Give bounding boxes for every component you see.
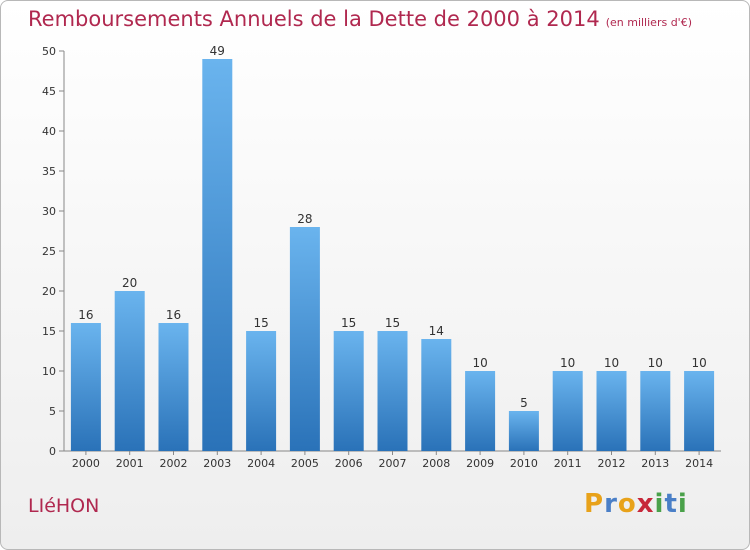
y-tick-label: 15 xyxy=(42,325,56,338)
x-tick-label: 2011 xyxy=(554,457,582,470)
y-tick-label: 35 xyxy=(42,165,56,178)
y-tick-label: 40 xyxy=(42,125,56,138)
bar-2005 xyxy=(289,227,320,451)
bar-2014 xyxy=(684,371,715,451)
data-label-2010: 5 xyxy=(520,396,528,410)
y-tick-label: 50 xyxy=(42,45,56,58)
data-label-2014: 10 xyxy=(691,356,706,370)
y-tick-label: 0 xyxy=(49,445,56,458)
x-tick-label: 2003 xyxy=(203,457,231,470)
bar-2006 xyxy=(333,331,364,451)
bar-2011 xyxy=(552,371,583,451)
x-tick-label: 2002 xyxy=(160,457,188,470)
bar-2003 xyxy=(202,59,233,451)
logo-letter: i xyxy=(677,489,688,519)
bar-2002 xyxy=(158,323,189,451)
logo-letter: P xyxy=(584,489,605,519)
bar-2007 xyxy=(377,331,408,451)
y-tick-label: 30 xyxy=(42,205,56,218)
chart-axes: 0 5 10 15 20 25 30 35 40 45 50 2000 2001 2002 2003 2004… xyxy=(42,45,721,470)
data-label-2009: 10 xyxy=(472,356,487,370)
x-tick-label: 2004 xyxy=(247,457,275,470)
y-tick-label: 20 xyxy=(42,285,56,298)
bar-2009 xyxy=(465,371,496,451)
data-label-2007: 15 xyxy=(385,316,400,330)
chart-data-labels: 16 20 16 49 15 28 15 15 14 10 5 10 10 10 10 xyxy=(78,44,706,410)
y-tick-label: 45 xyxy=(42,85,56,98)
x-tick-label: 2000 xyxy=(72,457,100,470)
x-tick-label: 2014 xyxy=(685,457,713,470)
x-tick-label: 2013 xyxy=(641,457,669,470)
x-tick-label: 2012 xyxy=(598,457,626,470)
data-label-2008: 14 xyxy=(429,324,444,338)
logo-letter: t xyxy=(664,489,678,519)
x-tick-label: 2006 xyxy=(335,457,363,470)
x-tick-label: 2010 xyxy=(510,457,538,470)
data-label-2012: 10 xyxy=(604,356,619,370)
data-label-2000: 16 xyxy=(78,308,93,322)
y-tick-label: 25 xyxy=(42,245,56,258)
x-tick-label: 2001 xyxy=(116,457,144,470)
bar-2001 xyxy=(114,291,145,451)
logo-letter: i xyxy=(654,489,665,519)
chart-title-text: Remboursements Annuels de la Dette de 20… xyxy=(28,7,600,31)
chart-subtitle: (en milliers d'€) xyxy=(605,16,692,29)
x-tick-label: 2007 xyxy=(379,457,407,470)
data-label-2011: 10 xyxy=(560,356,575,370)
x-tick-label: 2008 xyxy=(422,457,450,470)
data-label-2005: 28 xyxy=(297,212,312,226)
y-tick-label: 5 xyxy=(49,405,56,418)
bar-2004 xyxy=(246,331,277,451)
data-label-2004: 15 xyxy=(253,316,268,330)
commune-name: LIéHON xyxy=(28,495,100,517)
logo-letter: o xyxy=(617,489,637,519)
logo-letter: r xyxy=(604,489,618,519)
data-label-2001: 20 xyxy=(122,276,137,290)
chart-title: Remboursements Annuels de la Dette de 20… xyxy=(28,7,692,31)
x-tick-label: 2009 xyxy=(466,457,494,470)
proxiti-logo: Proxiti xyxy=(584,489,688,519)
bar-2000 xyxy=(70,323,101,451)
bar-2013 xyxy=(640,371,671,451)
chart-bars xyxy=(70,59,715,451)
x-tick-label: 2005 xyxy=(291,457,319,470)
data-label-2013: 10 xyxy=(648,356,663,370)
data-label-2002: 16 xyxy=(166,308,181,322)
bar-2010 xyxy=(508,411,539,451)
bar-2012 xyxy=(596,371,627,451)
bar-2008 xyxy=(421,339,452,451)
y-tick-label: 10 xyxy=(42,365,56,378)
data-label-2006: 15 xyxy=(341,316,356,330)
data-label-2003: 49 xyxy=(210,44,225,58)
logo-letter: x xyxy=(636,489,655,519)
